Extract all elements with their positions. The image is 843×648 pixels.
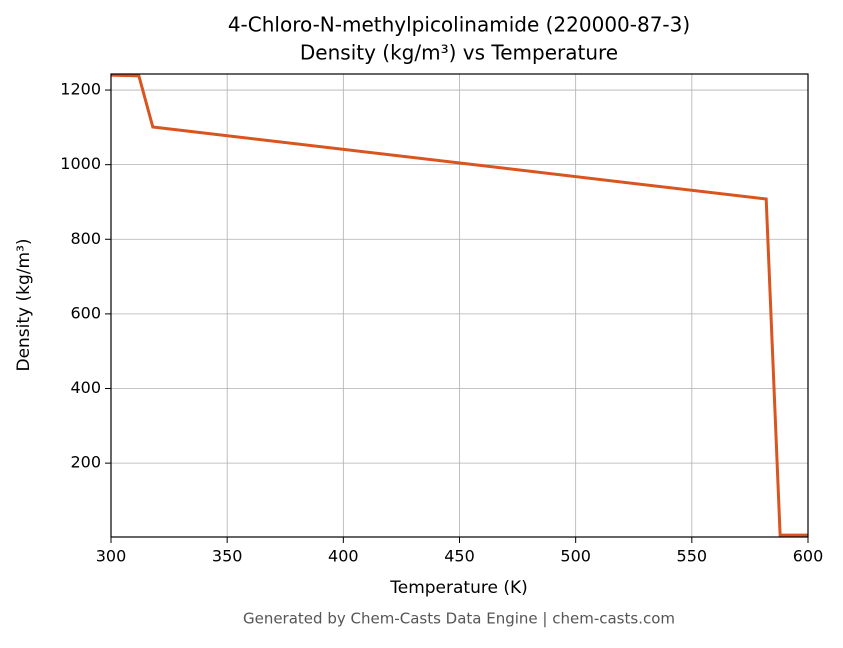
y-tick-label: 800 — [70, 229, 101, 248]
plot-frame — [110, 73, 809, 538]
x-axis-label: Temperature (K) — [389, 578, 528, 598]
x-tick-label: 600 — [793, 547, 824, 566]
footer: Generated by Chem-Casts Data Engine | ch… — [243, 610, 675, 628]
x-tick-label: 500 — [560, 547, 591, 566]
x-tick-label: 450 — [444, 547, 475, 566]
data-line — [110, 73, 808, 537]
y-tick-label: 1000 — [60, 154, 101, 173]
y-tick-label: 400 — [70, 378, 101, 397]
x-tick-label: 550 — [677, 547, 708, 566]
chart-title: 4-Chloro-N-methylpicolinamide (220000-87… — [228, 13, 690, 37]
y-axis-label: Density (kg/m³) — [14, 238, 34, 371]
chart-subtitle: Density (kg/m³) vs Temperature — [300, 41, 618, 65]
x-tick-label: 350 — [212, 547, 243, 566]
x-tick-label: 400 — [328, 547, 359, 566]
x-tick-label: 300 — [96, 547, 127, 566]
y-tick-label: 600 — [70, 303, 101, 322]
y-tick-label: 200 — [70, 453, 101, 472]
y-tick-label: 1200 — [60, 80, 101, 99]
